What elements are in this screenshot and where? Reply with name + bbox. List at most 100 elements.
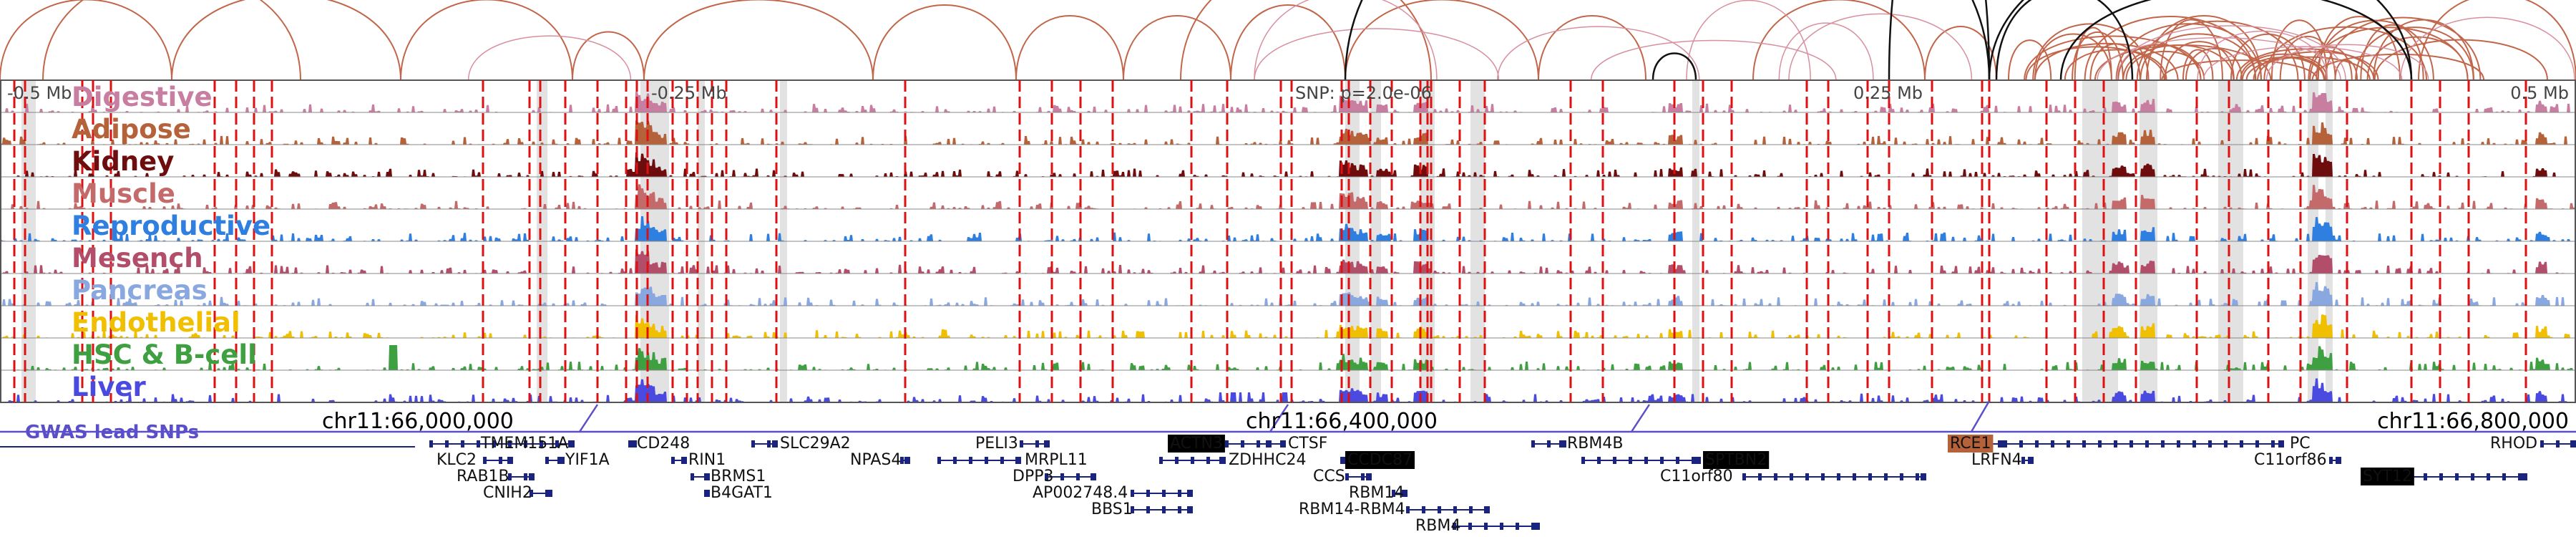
gene-label-17: CTSF: [1288, 435, 1327, 453]
loop-arc: [2140, 33, 2257, 81]
gene-exon: [1187, 490, 1193, 497]
gene-exon: [2522, 473, 2527, 480]
loop-arc: [872, 4, 1017, 81]
gene-exon: [1758, 473, 1762, 480]
gene-exon: [1225, 440, 1229, 448]
track-label-7: Endothelial: [72, 307, 240, 338]
gene-exon: [2145, 440, 2149, 448]
loop-arc: [2309, 26, 2469, 81]
gene-exon: [2208, 440, 2212, 448]
loop-arc: [2245, 56, 2371, 81]
gene-exon: [1468, 523, 1472, 530]
gene-label-15: BBS1: [1091, 500, 1133, 518]
loop-arc: [2308, 46, 2353, 81]
gene-exon: [1044, 440, 1050, 448]
coordinate-label: chr11:66,400,000: [1246, 409, 1438, 434]
gene-exon: [1162, 490, 1166, 497]
gene-exon: [1484, 506, 1490, 513]
gwas-snp-marker: [1970, 400, 1991, 432]
gene-exon: [2540, 440, 2544, 448]
gene-label-2: YIF1A: [565, 451, 610, 469]
gene-exon: [2004, 440, 2007, 448]
track-label-9: Liver: [72, 372, 146, 402]
loop-arc: [1686, 0, 1811, 81]
signal-track-0: [0, 92, 2576, 112]
loop-arc: [1254, 28, 1500, 81]
loop-arc: [2097, 37, 2341, 81]
gwas-snp-marker: [1630, 404, 1651, 432]
loop-arc: [2202, 46, 2403, 81]
track-label-4: Reproductive: [72, 211, 270, 241]
loop-arc: [2263, 26, 2427, 81]
signal-track-9: [0, 378, 2576, 402]
signal-track-8: [0, 345, 2576, 370]
gene-exon: [1516, 523, 1519, 530]
gene-exon: [2224, 440, 2228, 448]
gene-highlight-box: [2361, 468, 2414, 485]
gene-label-12: MRPL11: [1025, 451, 1088, 469]
gene-exon: [953, 457, 957, 464]
gene-exon: [1267, 440, 1270, 448]
gene-exon: [1257, 440, 1260, 448]
gene-label-3: RAB1B: [457, 468, 509, 485]
gene-exon: [704, 473, 710, 480]
gene-exon: [1178, 506, 1181, 513]
significant-loop-arc: [1888, 0, 1991, 81]
gene-exon: [1159, 457, 1163, 464]
gene-exon: [1162, 506, 1166, 513]
gene-exon: [1884, 473, 1888, 480]
loop-arc: [2064, 49, 2167, 81]
loop-arc: [1752, 0, 1926, 81]
gene-exon: [2035, 440, 2039, 448]
gene-label-10: NPAS4: [850, 451, 901, 469]
gene-exon: [2556, 440, 2560, 448]
gene-exon: [1742, 473, 1746, 480]
gene-exon: [2570, 440, 2576, 448]
loop-arc: [2116, 25, 2346, 81]
gene-exon: [1131, 506, 1134, 513]
loop-arc: [400, 0, 573, 81]
loop-arc: [2257, 51, 2379, 81]
gene-exon: [691, 473, 694, 480]
gene-exon: [1191, 457, 1194, 464]
chromatin-loop-arcs: [0, 0, 2576, 81]
gene-label-13: DPP3: [1013, 468, 1053, 485]
gwas-label: GWAS lead SNPs: [25, 422, 199, 443]
gene-label-8: B4GAT1: [711, 484, 773, 502]
gene-exon: [751, 440, 755, 448]
gene-label-1: TMEM151A: [480, 435, 568, 453]
gene-exon: [1131, 490, 1134, 497]
gene-exon: [2098, 440, 2102, 448]
gene-exon: [529, 473, 535, 480]
gene-exon: [2161, 440, 2165, 448]
loop-arc: [2084, 16, 2257, 81]
gene-exon: [1361, 473, 1365, 480]
gene-exon: [1076, 473, 1080, 480]
gene-exon: [1692, 457, 1695, 464]
loop-arc: [1496, 26, 1700, 81]
track-label-0: Digestive: [72, 82, 213, 112]
gene-exon: [969, 457, 972, 464]
coordinate-label: chr11:66,000,000: [322, 409, 514, 434]
gene-exon: [2336, 457, 2341, 464]
gene-exon: [483, 457, 487, 464]
gene-exon: [492, 440, 496, 448]
gene-label-14: AP002748.4: [1033, 484, 1128, 502]
snp-center-label: SNP: p=2.0e-06: [1295, 83, 1432, 103]
gene-exon: [937, 457, 941, 464]
gene-exon: [1392, 490, 1395, 497]
loop-arc: [2160, 19, 2223, 81]
gene-exon: [900, 457, 904, 464]
coordinate-label: chr11:66,800,000: [2377, 409, 2569, 434]
gene-exon: [2021, 457, 2025, 464]
loop-arc: [2230, 34, 2306, 81]
loop-arc: [2034, 33, 2112, 81]
gene-exon: [1821, 473, 1825, 480]
gene-exon: [1597, 457, 1601, 464]
gene-exon: [2455, 473, 2459, 480]
loop-arc: [2240, 53, 2328, 81]
loop-arc: [2125, 51, 2205, 81]
gene-exon: [1146, 506, 1150, 513]
gene-exon: [2502, 473, 2506, 480]
